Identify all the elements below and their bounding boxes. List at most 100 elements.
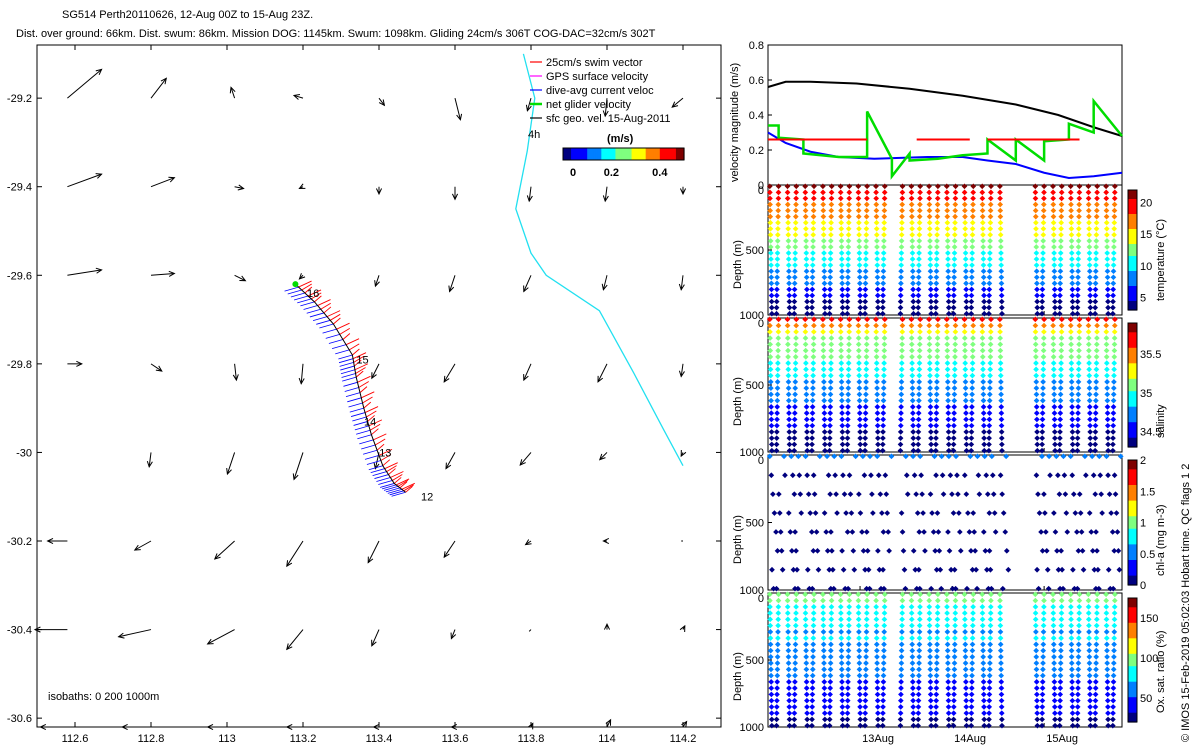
colorbar-cell — [593, 148, 596, 160]
profile-point — [774, 416, 780, 423]
colorbar-cell — [649, 148, 653, 160]
profile-point — [846, 591, 853, 598]
profile-point — [873, 219, 880, 226]
profile-point — [1068, 207, 1074, 214]
profile-point — [1069, 672, 1075, 679]
profile-point — [963, 697, 970, 704]
profile-point — [804, 710, 810, 716]
profile-point — [809, 691, 816, 698]
profile-point — [1052, 722, 1058, 729]
profile-point — [857, 416, 863, 423]
profile-point — [785, 379, 792, 385]
depth-colorbar-cell — [1128, 506, 1137, 511]
profile-point — [880, 710, 886, 716]
current-vector — [286, 540, 304, 567]
colorbar-cell — [631, 148, 635, 160]
profile-point — [986, 422, 993, 429]
profile-point — [969, 219, 976, 226]
depth-colorbar-cell — [1128, 706, 1137, 711]
profile-point — [916, 660, 922, 666]
profile-point — [786, 298, 793, 305]
profile-point — [802, 195, 809, 202]
profile-point — [969, 268, 975, 275]
profile-point — [803, 397, 810, 404]
profile-point — [1051, 672, 1058, 679]
profile-point — [803, 679, 810, 685]
depth-colorbar-cell — [1128, 572, 1137, 577]
profile-point — [803, 635, 809, 641]
profile-point — [1096, 585, 1102, 592]
profile-point — [821, 298, 828, 305]
profile-point — [998, 397, 1005, 404]
profile-point — [962, 629, 968, 635]
profile-point — [863, 366, 870, 373]
profile-point — [1051, 262, 1058, 268]
profile-point — [969, 622, 976, 629]
profile-point — [856, 641, 862, 648]
depth-colorbar-cell — [1128, 366, 1137, 371]
profile-point — [1058, 647, 1064, 654]
depth-colorbar-cell — [1128, 283, 1137, 287]
colorbar-cell — [629, 148, 633, 160]
profile-point — [802, 597, 809, 604]
swim-vector — [388, 468, 396, 475]
profile-point — [857, 422, 863, 429]
profile-point — [1111, 610, 1118, 616]
profile-point — [810, 604, 817, 610]
depth-colorbar-tick-label: 35 — [1140, 388, 1152, 400]
profile-point — [786, 685, 792, 691]
profile-point — [908, 341, 915, 348]
profile-point — [786, 447, 793, 454]
profile-point — [1050, 207, 1057, 214]
profile-point — [1086, 250, 1093, 256]
profile-point — [775, 347, 781, 354]
profile-point — [785, 629, 791, 635]
profile-point — [828, 183, 835, 190]
profile-point — [1093, 366, 1100, 373]
profile-point — [933, 397, 940, 404]
profile-point — [910, 274, 916, 281]
current-vector-head — [286, 560, 293, 568]
profile-point — [933, 262, 940, 268]
profile-point — [862, 710, 869, 716]
profile-point — [980, 244, 987, 250]
profile-point — [1074, 722, 1081, 729]
profile-point — [963, 691, 969, 698]
current-vector-head — [213, 553, 221, 560]
depth-colorbar-cell — [1128, 463, 1137, 467]
profile-point — [998, 298, 1005, 305]
profile-point — [951, 654, 958, 660]
profile-point — [979, 597, 986, 604]
profile-point — [1040, 391, 1046, 398]
profile-point — [862, 704, 869, 710]
profile-point — [775, 622, 781, 629]
profile-point — [821, 685, 828, 691]
profile-point — [1103, 225, 1110, 232]
colorbar-cell — [677, 148, 681, 160]
colorbar-cell — [621, 148, 625, 160]
profile-point — [774, 672, 781, 679]
profile-point — [840, 566, 847, 573]
profile-point — [909, 641, 916, 648]
profile-point — [828, 195, 835, 202]
swim-vector — [307, 289, 322, 297]
depth-colorbar-cell — [1128, 443, 1137, 448]
depth-colorbar-cell — [1128, 718, 1137, 723]
profile-point — [838, 635, 845, 641]
depth-colorbar-cell — [1128, 641, 1137, 646]
profile-point — [1055, 472, 1061, 479]
colorbar-cell — [667, 148, 671, 160]
profile-point — [809, 410, 816, 416]
profile-point — [768, 435, 775, 441]
dive-avg-current-vector — [349, 407, 364, 413]
profile-point — [1111, 195, 1118, 202]
profile-point — [998, 672, 1005, 679]
current-vector — [226, 452, 236, 475]
profile-point — [844, 280, 851, 287]
profile-point — [784, 322, 791, 329]
profile-point — [1050, 183, 1056, 190]
profile-point — [910, 429, 917, 435]
profile-point — [980, 397, 987, 404]
profile-point — [950, 447, 957, 454]
profile-point — [943, 591, 950, 598]
